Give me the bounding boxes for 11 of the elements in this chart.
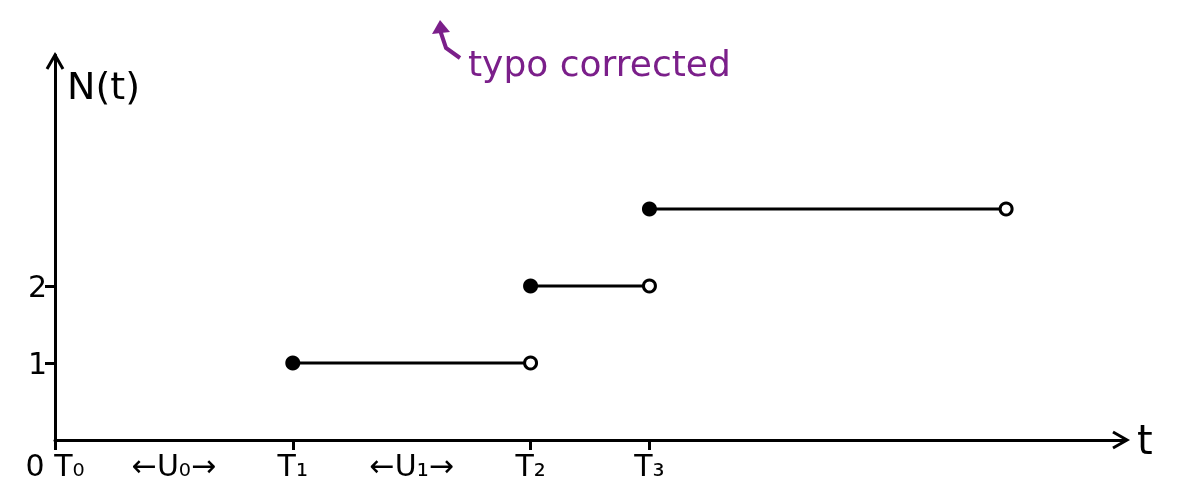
text: ←U₁→ (369, 447, 454, 483)
text: ←U₀→ (131, 447, 217, 483)
y-tick-label: 2 (27, 268, 47, 304)
x-tick-label: T₁ (276, 447, 308, 483)
x-tick-label: T₂ (514, 447, 546, 483)
x-tick-label: 0 T₀ (25, 447, 85, 483)
y-axis-title: N(t) (67, 64, 140, 108)
y-tick-label: 1 (27, 345, 47, 381)
annotation: typo corrected (468, 42, 731, 84)
x-axis-title: t (1137, 417, 1153, 463)
x-tick-label: T₃ (633, 447, 665, 483)
